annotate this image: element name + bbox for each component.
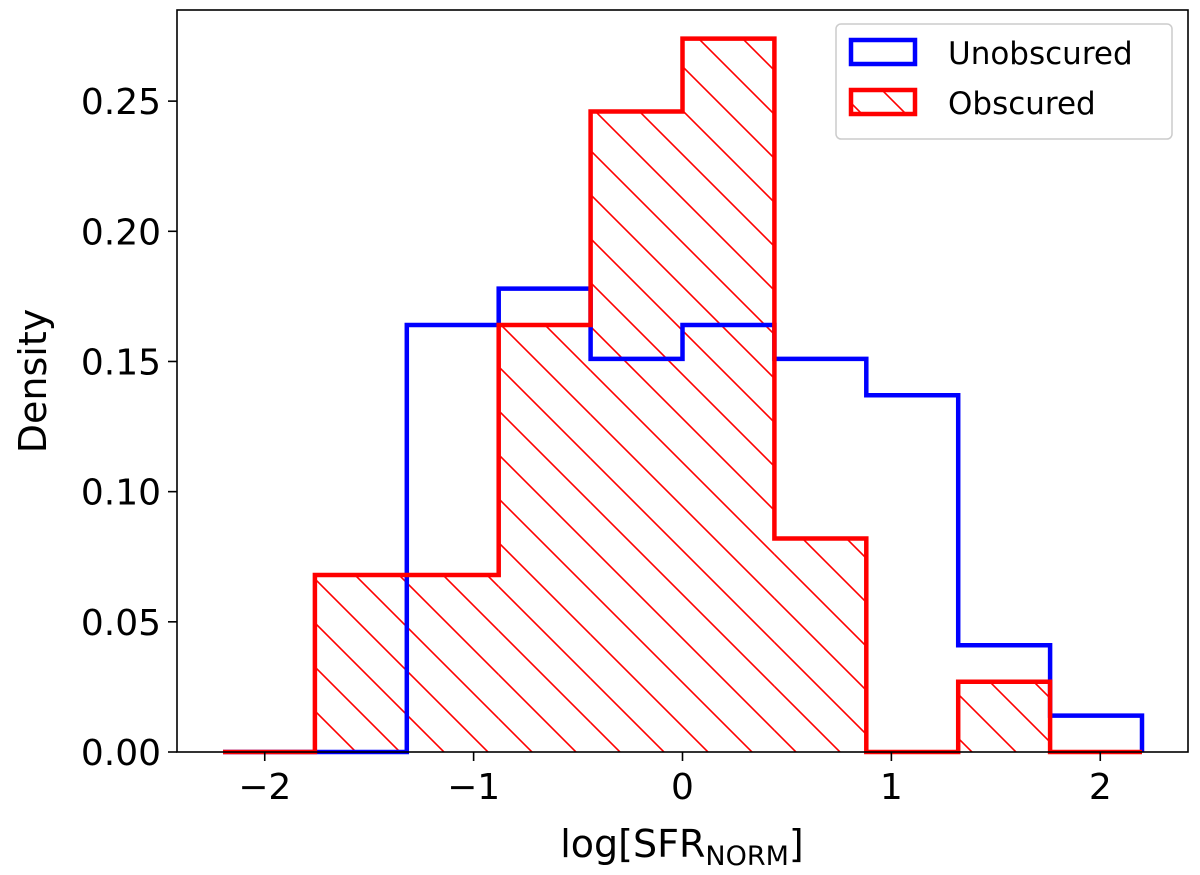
bar-hatch-obscured-3 [498,325,591,752]
legend-label-unobscured: Unobscured [948,36,1133,72]
legend-swatch-obscured [848,87,918,117]
x-tick-label: 2 [1089,767,1112,808]
legend-frame [835,23,1173,140]
bar-obscured-2 [407,575,499,752]
x-axis-label-close: ] [789,822,804,866]
x-axis-label: log[SFRNORM] [560,822,803,872]
y-tick-label: 0.20 [81,212,161,253]
series-outline-unobscured [223,286,1145,755]
x-tick-label: −2 [238,767,291,808]
bar-hatch-obscured-1 [314,574,407,752]
y-axis-label: Density [11,309,55,453]
x-axis: −2 −1 0 1 2 [238,752,1112,808]
bar-hatch-obscured-2 [406,574,499,752]
x-tick-label: 0 [671,767,694,808]
bar-hatch-obscured-6 [774,538,867,752]
bar-unobscured-9 [1050,716,1142,752]
series-layer [223,36,1145,755]
legend-label-obscured: Obscured [948,86,1096,122]
legend: Unobscured Obscured [835,23,1173,140]
axis-labels: log[SFRNORM] Density [11,309,804,872]
x-axis-label-subscript: NORM [705,841,789,872]
y-tick-label: 0.05 [81,603,161,644]
x-tick-label: 1 [880,767,903,808]
bar-obscured-1 [315,575,407,752]
x-axis-label-main: log[SFR [560,822,705,866]
x-tick-label: −1 [447,767,500,808]
bar-obscured-3 [499,325,591,752]
y-tick-label: 0.15 [81,342,161,383]
series-outline-obscured [223,36,1142,755]
y-axis: 0.00 0.05 0.10 0.15 0.20 0.25 [81,82,177,774]
bar-hatch-obscured-8 [958,681,1051,752]
bar-obscured-6 [774,539,866,752]
y-tick-label: 0.10 [81,473,161,514]
bar-obscured-4 [591,112,683,752]
bar-obscured-5 [683,39,775,752]
hatch-layer [314,38,1051,752]
y-tick-label: 0.00 [81,733,161,774]
bar-obscured-8 [958,682,1050,752]
bar-unobscured-7 [866,395,958,752]
bar-hatch-obscured-5 [682,38,775,752]
y-tick-label: 0.25 [81,82,161,123]
legend-swatch-hatch-obscured [851,90,915,114]
legend-swatch-unobscured [848,37,918,67]
bar-hatch-obscured-4 [590,111,683,752]
